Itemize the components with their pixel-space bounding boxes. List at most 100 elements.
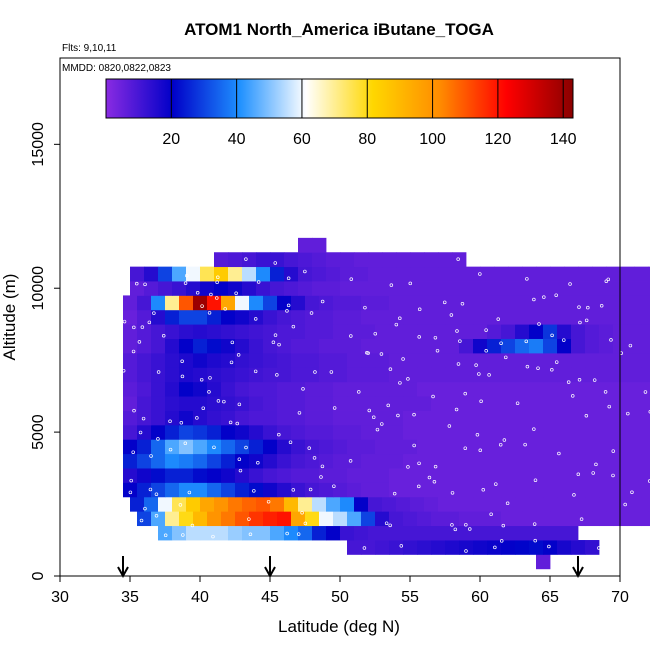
heatmap-cell [347, 338, 362, 354]
heatmap-cell [151, 309, 166, 325]
x-tick-label: 55 [401, 589, 419, 606]
heatmap-cell [529, 324, 544, 339]
heatmap-cell [172, 266, 187, 282]
heatmap-cell [291, 309, 306, 325]
heatmap-cell [375, 338, 390, 354]
heatmap-cell [326, 252, 341, 268]
heatmap-cell [431, 424, 446, 440]
heatmap-cell [277, 295, 292, 311]
heatmap-cell [151, 453, 166, 469]
heatmap-cell [263, 468, 278, 483]
heatmap-cell [529, 453, 544, 469]
heatmap-cell [312, 237, 327, 253]
heatmap-cell [235, 424, 250, 440]
heatmap-cell [557, 511, 572, 527]
heatmap-cell [207, 511, 222, 527]
heatmap-cell [508, 525, 523, 541]
heatmap-cell [410, 252, 425, 268]
flight-point [256, 280, 261, 284]
heatmap-cell [375, 381, 390, 397]
x-tick-label: 30 [51, 589, 69, 606]
heatmap-cell [214, 252, 229, 268]
heatmap-cell [515, 338, 530, 354]
flight-point [291, 488, 296, 492]
flight-point [329, 370, 334, 374]
heatmap-cell [543, 410, 558, 426]
flight-point [319, 475, 323, 479]
heatmap-cell [452, 281, 467, 296]
heatmap-cell [634, 281, 649, 296]
heatmap-cell [137, 295, 152, 311]
heatmap-cell [312, 281, 327, 296]
heatmap-cell [445, 396, 460, 411]
heatmap-cell [599, 424, 614, 440]
flight-point [235, 421, 240, 426]
flight-point [447, 424, 452, 428]
flight-point [626, 411, 630, 416]
heatmap-cell [228, 266, 243, 282]
heatmap-cell [431, 367, 446, 383]
chart-title: ATOM1 North_America iButane_TOGA [184, 20, 494, 39]
heatmap-cell [333, 352, 348, 368]
heatmap-cell [305, 468, 320, 483]
heatmap-cell [599, 482, 614, 498]
heatmap-cell [585, 381, 600, 397]
heatmap-cell [277, 511, 292, 527]
heatmap-cell [571, 482, 586, 498]
heatmap-cell [333, 410, 348, 426]
colorbar [105, 78, 574, 119]
heatmap-cell [550, 525, 565, 541]
heatmap-cell [424, 266, 439, 282]
colorbar-tick-label: 140 [550, 131, 577, 148]
heatmap-cell [242, 252, 257, 268]
flight-point [152, 311, 156, 315]
heatmap-cell [347, 410, 362, 426]
heatmap-cell [389, 352, 404, 368]
heatmap-cell [242, 266, 257, 282]
flight-point [141, 416, 146, 421]
heatmap-cell [193, 410, 208, 426]
heatmap-cell [326, 496, 341, 512]
heatmap-cell [389, 424, 404, 440]
heatmap-cell [501, 309, 516, 325]
flight-point [396, 413, 400, 418]
flight-point [554, 360, 559, 364]
heatmap-cell [158, 266, 173, 282]
flight-point [190, 523, 195, 528]
heatmap-cell [235, 381, 250, 397]
heatmap-cell [445, 439, 460, 455]
heatmap-cell [284, 525, 299, 541]
heatmap-cell [543, 396, 558, 411]
heatmap-cell [515, 410, 530, 426]
heatmap-cell [466, 281, 481, 296]
heatmap-cell [501, 468, 516, 483]
heatmap-cell [410, 266, 425, 282]
heatmap-cell [431, 482, 446, 498]
heatmap-cell [193, 439, 208, 455]
heatmap-cell [459, 309, 474, 325]
heatmap-cell [431, 381, 446, 397]
heatmap-cell [361, 482, 376, 498]
flight-point [547, 544, 551, 549]
flight-point [121, 368, 126, 373]
flight-point [228, 420, 233, 425]
heatmap-cell [403, 338, 418, 354]
heatmap-cell [620, 266, 635, 282]
heatmap-cell [340, 525, 355, 541]
heatmap-cell [249, 367, 264, 383]
heatmap-cell [123, 381, 138, 397]
heatmap-cell [494, 266, 509, 282]
heatmap-cell [459, 381, 474, 397]
flight-point [244, 445, 248, 450]
heatmap-cell [193, 309, 208, 325]
heatmap-cell [473, 396, 488, 411]
heatmap-cell [599, 352, 614, 368]
heatmap-cell [249, 468, 264, 483]
flight-point [168, 419, 172, 424]
heatmap-cell [501, 410, 516, 426]
heatmap-cell [165, 367, 180, 383]
heatmap-cell [578, 266, 593, 282]
heatmap-cell [375, 453, 390, 469]
heatmap-cell [277, 410, 292, 426]
heatmap-cell [354, 525, 369, 541]
